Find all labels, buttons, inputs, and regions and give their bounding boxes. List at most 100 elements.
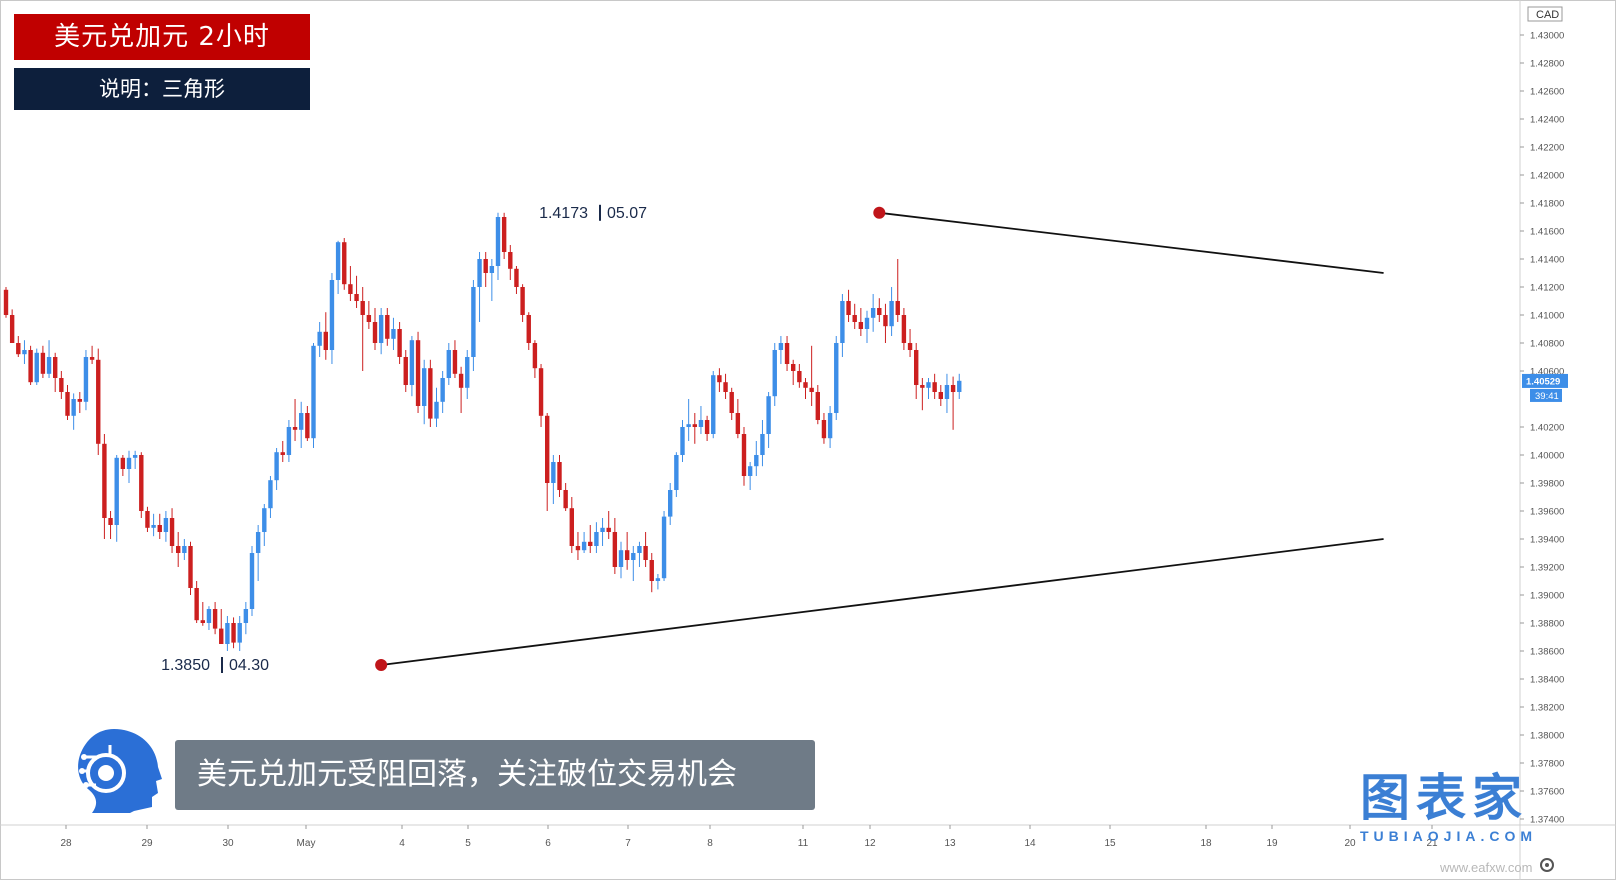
candle-down (348, 284, 353, 294)
candle-down (735, 413, 741, 434)
x-tick-label: 28 (60, 838, 72, 849)
candle-down (292, 427, 298, 430)
x-tick-label: 30 (222, 838, 234, 849)
candle-down (895, 301, 900, 315)
y-tick-label: 1.38000 (1530, 731, 1564, 742)
y-tick-label: 1.41400 (1530, 255, 1564, 266)
candle-down (538, 368, 544, 416)
candle-down (649, 560, 654, 581)
y-tick-label: 1.38600 (1530, 647, 1564, 658)
candle-down (53, 357, 58, 378)
candle-up (465, 357, 470, 388)
gear-icon[interactable] (1540, 858, 1554, 872)
y-tick-label: 1.37600 (1530, 787, 1564, 798)
candle-down (784, 343, 790, 364)
candle-up (618, 550, 624, 567)
x-tick-label: 29 (141, 838, 153, 849)
y-tick-label: 1.41800 (1530, 199, 1564, 210)
y-tick-label: 1.42200 (1530, 143, 1564, 154)
candle-up (71, 399, 76, 416)
candle-up (206, 609, 212, 623)
candle-down (514, 268, 519, 287)
candle-down (501, 217, 507, 252)
candle-up (766, 396, 771, 434)
y-tick-label: 1.42800 (1530, 59, 1564, 70)
candle-up (311, 345, 316, 439)
candle-up (329, 280, 335, 350)
candle-down (938, 392, 943, 399)
candle-down (59, 378, 64, 392)
candle-down (403, 357, 408, 385)
candle-down (176, 546, 181, 553)
watermark: www.eafxw.com (1440, 860, 1533, 875)
candle-up (243, 609, 249, 623)
candle-up (225, 623, 230, 644)
candle-up (864, 317, 870, 329)
candle-down (360, 301, 365, 315)
candle-up (268, 480, 273, 509)
candle-down (545, 415, 550, 483)
brand-domain: TUBIAOJIA.COM (1360, 828, 1537, 844)
x-tick-label: 20 (1344, 838, 1356, 849)
y-tick-label: 1.41200 (1530, 283, 1564, 294)
candle-down (65, 392, 70, 416)
candle-down (452, 350, 458, 374)
candle-up (600, 527, 605, 532)
y-tick-label: 1.38200 (1530, 703, 1564, 714)
candle-up (46, 357, 52, 374)
candle-up (182, 546, 187, 553)
candle-down (342, 242, 347, 285)
candle-down (588, 541, 593, 546)
countdown-label: 39:41 (1535, 391, 1559, 402)
candle-up (698, 420, 704, 427)
x-tick-label: 8 (707, 838, 713, 849)
candle-up (409, 340, 415, 385)
y-tick-label: 1.42400 (1530, 115, 1564, 126)
candle-down (354, 294, 359, 301)
candle-up (34, 352, 39, 383)
y-tick-label: 1.38800 (1530, 619, 1564, 630)
candle-down (157, 525, 162, 532)
candle-up (126, 457, 132, 469)
currency-label: CAD (1536, 9, 1559, 21)
candle-up (262, 508, 267, 532)
y-tick-label: 1.40600 (1530, 367, 1564, 378)
x-tick-label: 21 (1426, 838, 1438, 849)
candle-down (231, 623, 236, 643)
candle-up (255, 532, 261, 553)
candle-down (797, 371, 802, 383)
candle-down (606, 527, 611, 532)
y-tick-label: 1.39600 (1530, 507, 1564, 518)
candle-up (477, 259, 482, 287)
pivot-price-label: 1.3850 (161, 657, 210, 674)
candle-down (188, 546, 193, 588)
y-tick-label: 1.41600 (1530, 227, 1564, 238)
candle-down (901, 315, 907, 343)
candle-down (803, 382, 808, 388)
candle-up (747, 466, 753, 476)
candle-down (914, 350, 919, 385)
trendline-upper (879, 211, 1384, 274)
candle-up (926, 382, 931, 388)
candle-up (889, 301, 894, 327)
candle-down (563, 490, 568, 509)
candle-up (391, 329, 396, 339)
candle-up (249, 553, 255, 609)
y-tick-label: 1.39800 (1530, 479, 1564, 490)
candle-up (637, 546, 642, 553)
candle-down (920, 385, 925, 388)
y-tick-label: 1.42000 (1530, 171, 1564, 182)
pivot-marker (375, 659, 388, 671)
y-tick-label: 1.38400 (1530, 675, 1564, 686)
candle-down (932, 382, 937, 392)
candle-up (151, 525, 156, 528)
candle-down (102, 443, 107, 518)
candle-down (372, 322, 378, 343)
x-tick-label: 11 (798, 838, 809, 849)
candle-down (40, 352, 46, 374)
x-tick-label: 7 (625, 838, 631, 849)
candle-down (366, 315, 372, 322)
candle-up (22, 350, 27, 355)
candle-up (378, 315, 384, 343)
